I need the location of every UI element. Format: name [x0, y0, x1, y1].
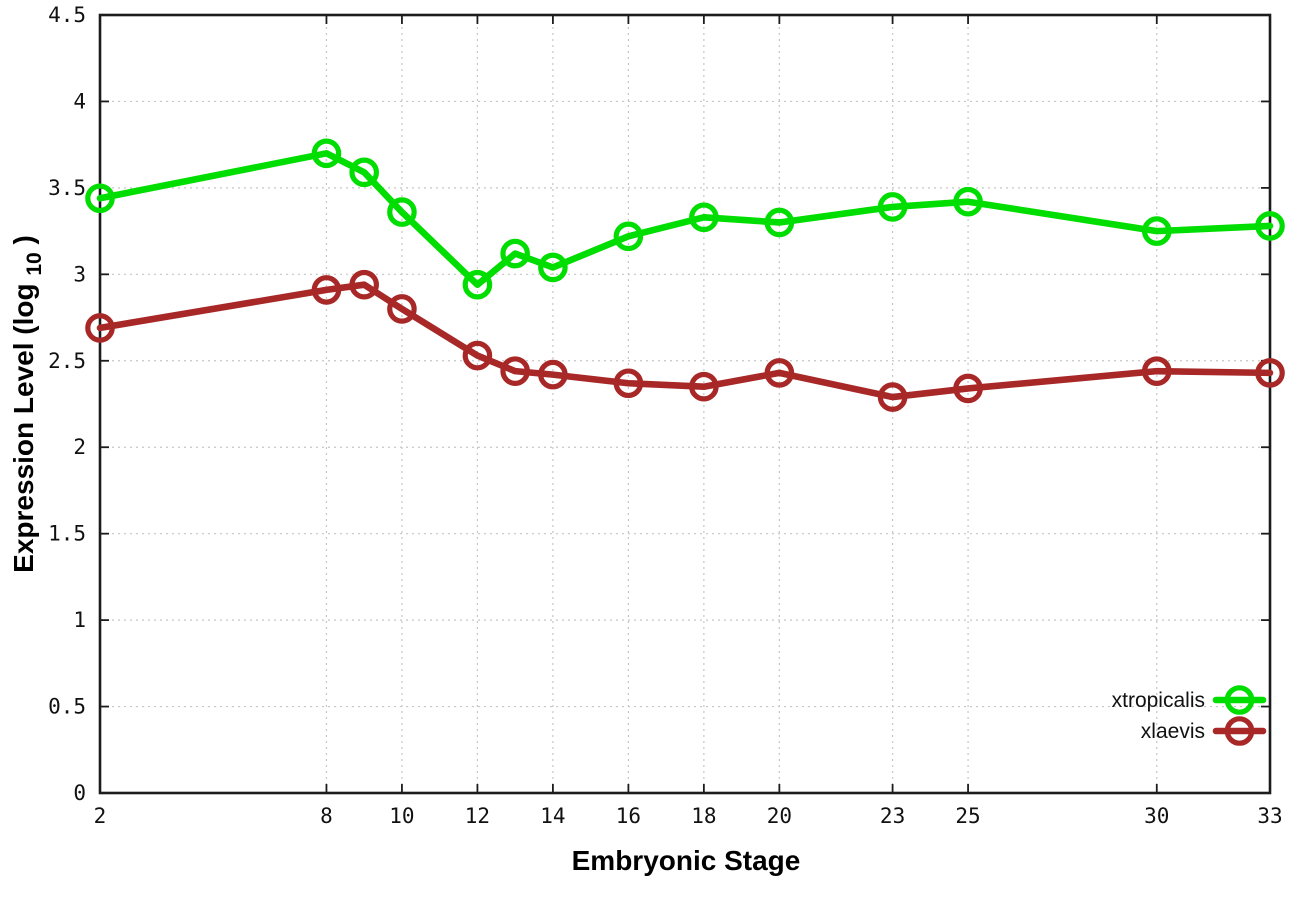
- data-point-marker: [462, 269, 493, 300]
- series-xtropicalis: [85, 138, 1285, 300]
- tick-labels: 2 8 10 12 14 16 18 20 23 25 30 33 0 0.5 1 1.5 2 2.5 3 3.5 4 4…: [48, 3, 1283, 828]
- data-point-marker: [1141, 356, 1172, 386]
- data-point-marker: [613, 368, 644, 399]
- data-point-marker: [500, 356, 530, 386]
- data-point-marker: [877, 192, 908, 222]
- data-point-marker: [500, 238, 530, 269]
- data-point-marker: [1255, 358, 1285, 388]
- legend: xtropicalis xlaevis: [1112, 685, 1267, 746]
- data-point-marker: [1255, 211, 1285, 241]
- data-point-marker: [387, 197, 417, 227]
- x-tick-label: 8: [320, 804, 333, 828]
- data-point-marker: [311, 275, 342, 305]
- y-axis-title: Expression Level (log 10 ): [8, 235, 47, 573]
- data-point-marker: [877, 382, 908, 412]
- y-axis-title-main: Expression Level (log: [8, 283, 39, 572]
- y-tick-label: 0.5: [48, 695, 86, 719]
- y-tick-label: 2: [73, 435, 86, 459]
- legend-label: xtropicalis: [1112, 689, 1205, 712]
- data-point-marker: [689, 202, 719, 233]
- data-point-marker: [349, 269, 379, 300]
- x-tick-label: 25: [955, 804, 980, 828]
- legend-sample-marker: [1224, 685, 1255, 715]
- y-tick-label: 4.5: [48, 3, 86, 27]
- data-series: [85, 138, 1285, 412]
- x-tick-label: 16: [616, 804, 641, 828]
- legend-label: xlaevis: [1141, 720, 1205, 743]
- data-point-marker: [764, 358, 795, 388]
- axis-titles: Embryonic Stage Expression Level (log 10…: [8, 235, 800, 876]
- data-point-marker: [349, 157, 379, 188]
- y-tick-label: 2.5: [48, 349, 86, 373]
- data-point-marker: [85, 313, 115, 343]
- series-xlaevis: [85, 269, 1285, 412]
- x-tick-label: 23: [880, 804, 905, 828]
- plot-frame: [98, 13, 1272, 795]
- y-tick-label: 3.5: [48, 176, 86, 200]
- data-point-marker: [311, 138, 342, 169]
- y-tick-label: 3: [73, 262, 86, 286]
- data-point-marker: [387, 294, 417, 324]
- x-tick-label: 2: [94, 804, 107, 828]
- x-tick-label: 20: [767, 804, 792, 828]
- data-point-marker: [689, 371, 719, 402]
- y-axis-title-close: ): [8, 235, 39, 244]
- legend-sample-marker: [1224, 716, 1255, 746]
- data-point-marker: [462, 340, 493, 371]
- data-point-marker: [613, 221, 644, 252]
- series-line-xtropicalis: [96, 150, 1274, 289]
- data-point-marker: [764, 207, 795, 238]
- plot-border: [98, 13, 1272, 795]
- gridlines: [100, 15, 1270, 793]
- x-tick-label: 14: [540, 804, 565, 828]
- x-tick-label: 10: [389, 804, 414, 828]
- y-tick-label: 4: [73, 89, 86, 113]
- y-tick-label: 1.5: [48, 522, 86, 546]
- y-tick-label: 0: [73, 781, 86, 805]
- x-tick-label: 12: [465, 804, 490, 828]
- series-line-xlaevis: [96, 281, 1274, 401]
- legend-entry-xtropicalis: xtropicalis: [1112, 685, 1267, 715]
- data-point-marker: [538, 252, 568, 283]
- x-axis-title: Embryonic Stage: [572, 845, 801, 876]
- x-tick-label: 18: [691, 804, 716, 828]
- data-point-marker: [1141, 216, 1172, 246]
- data-point-marker: [85, 183, 115, 214]
- data-point-marker: [953, 373, 983, 404]
- legend-entry-xlaevis: xlaevis: [1141, 716, 1267, 746]
- x-tick-label: 33: [1257, 804, 1282, 828]
- x-tick-label: 30: [1144, 804, 1169, 828]
- y-axis-title-subscript: 10: [23, 252, 46, 275]
- y-tick-label: 1: [73, 608, 86, 632]
- data-point-marker: [953, 186, 983, 217]
- data-point-marker: [538, 359, 568, 390]
